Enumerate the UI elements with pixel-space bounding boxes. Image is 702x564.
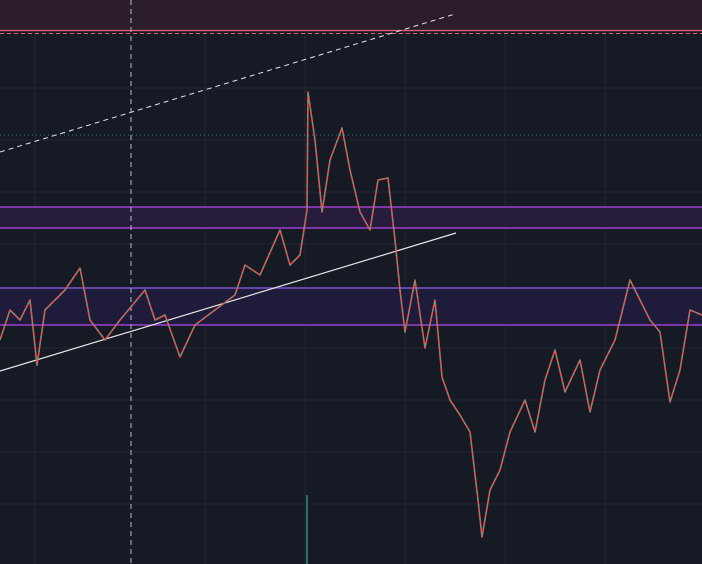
support-zone bbox=[0, 288, 702, 325]
dashed-trendline bbox=[0, 13, 456, 153]
resistance-zone bbox=[0, 0, 702, 32]
price-candles bbox=[0, 91, 702, 538]
purple-zone bbox=[0, 207, 702, 228]
trendline bbox=[0, 232, 457, 372]
